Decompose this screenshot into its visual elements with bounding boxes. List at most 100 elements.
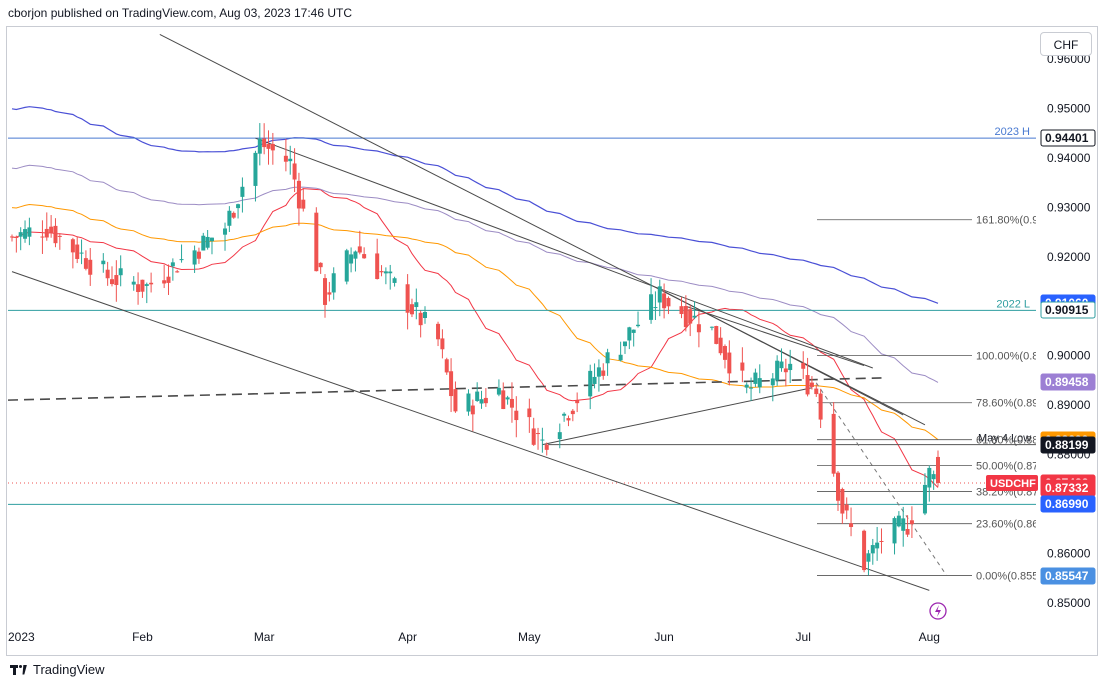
tradingview-mark-icon (10, 664, 28, 676)
candle-body (70, 239, 75, 253)
currency-button[interactable]: CHF (1040, 32, 1092, 56)
candle-body (709, 326, 714, 328)
candle-body (544, 444, 549, 450)
candle-body (479, 399, 484, 404)
candle-body (262, 138, 267, 148)
candle-body (283, 155, 288, 162)
y-tick-1: 0.95000 (1047, 102, 1091, 116)
lightning-icon (935, 605, 941, 617)
x-tick-4: May (518, 630, 541, 644)
candle-body (844, 504, 849, 511)
candle-body (49, 226, 54, 233)
candle-body (318, 262, 323, 268)
candle-body (44, 228, 49, 238)
candle-body (440, 338, 445, 350)
may-support-line (542, 387, 813, 446)
candle-body (514, 410, 519, 421)
candle-body (570, 410, 575, 415)
candle-body (388, 271, 393, 274)
lower-channel-line (11, 271, 930, 591)
candle-body (496, 387, 501, 395)
symbol-tag-bg (986, 475, 1038, 491)
candle-body (649, 294, 654, 320)
candle-body (783, 368, 788, 373)
candle-body (909, 520, 914, 525)
candle-body (531, 428, 536, 445)
plot-area: 2023 H 2022 L May 4 Low 161.80%(0.9 100.00%(… (8, 33, 1038, 591)
y-tick-9: 0.86000 (1047, 546, 1091, 560)
candle-body (740, 362, 745, 371)
x-tick-2: Mar (254, 630, 275, 644)
y-tick-6: 0.90000 (1047, 349, 1091, 363)
candle-body (444, 359, 449, 373)
candle-body (922, 484, 927, 514)
candles (10, 123, 940, 576)
candle-body (392, 278, 397, 283)
y-tick-4: 0.92000 (1047, 250, 1091, 264)
candle-body (757, 378, 762, 388)
candle-body (927, 467, 932, 488)
candle-body (79, 252, 84, 254)
candle-body (227, 210, 232, 226)
candle-body (666, 297, 671, 307)
y-tick-7: 0.89000 (1047, 398, 1091, 412)
symbol-tag: USDCHF (990, 478, 1036, 490)
tradingview-logo[interactable]: TradingView (10, 662, 105, 677)
candle-body (527, 408, 532, 418)
candle-body (622, 341, 627, 347)
candle-body (101, 260, 106, 265)
candle-body (892, 518, 897, 544)
candle-body (657, 286, 662, 303)
candle-body (83, 258, 88, 269)
candle-body (357, 246, 362, 253)
candle-body (931, 474, 936, 480)
candle-body (557, 432, 562, 440)
candle-body (605, 352, 610, 364)
candle-body (383, 271, 388, 274)
candle-body (292, 163, 297, 180)
hline-label-0: 2023 H (995, 126, 1031, 138)
fib-label-7: 0.00%(0.855 (976, 571, 1038, 583)
mar-trend-line (255, 137, 873, 369)
candle-body (770, 378, 775, 386)
candle-body (236, 204, 241, 209)
upper-trend-line (159, 33, 926, 426)
candle-body (805, 375, 810, 395)
candle-body (722, 346, 727, 360)
price-tag-bg-3 (1040, 373, 1096, 391)
candle-body (862, 530, 867, 571)
candle-body (631, 329, 636, 333)
candle-body (744, 384, 749, 388)
candle-body (562, 413, 567, 416)
candle-body (714, 326, 719, 344)
candle-body (423, 311, 428, 319)
candle-body (10, 236, 14, 238)
candle-body (453, 389, 458, 412)
candle-body (349, 254, 354, 264)
candle-body (270, 143, 275, 151)
candle-body (414, 302, 419, 308)
candle-body (344, 250, 349, 282)
candle-body (679, 306, 684, 315)
fib-label-1: 100.00%(0.8 (976, 351, 1038, 363)
candle-body (201, 235, 206, 251)
candle-body (196, 251, 201, 259)
candle-body (449, 371, 454, 397)
tradingview-brand: TradingView (33, 662, 105, 677)
ma-red-line (11, 188, 939, 488)
candle-body (57, 235, 62, 237)
candle-body (683, 306, 688, 328)
price-tag-bg-8 (1040, 495, 1096, 513)
candle-body (466, 393, 471, 412)
candle-body (836, 472, 841, 501)
candle-body (601, 370, 606, 376)
fib-label-4: 50.00%(0.87 (976, 461, 1038, 473)
candle-body (418, 312, 423, 326)
fib-label-6: 23.60%(0.86 (976, 519, 1038, 531)
candle-body (905, 529, 910, 535)
price-tag-8: 0.86990 (1045, 497, 1089, 511)
candle-body (592, 376, 597, 384)
candle-body (23, 229, 28, 239)
candle-body (131, 281, 136, 285)
